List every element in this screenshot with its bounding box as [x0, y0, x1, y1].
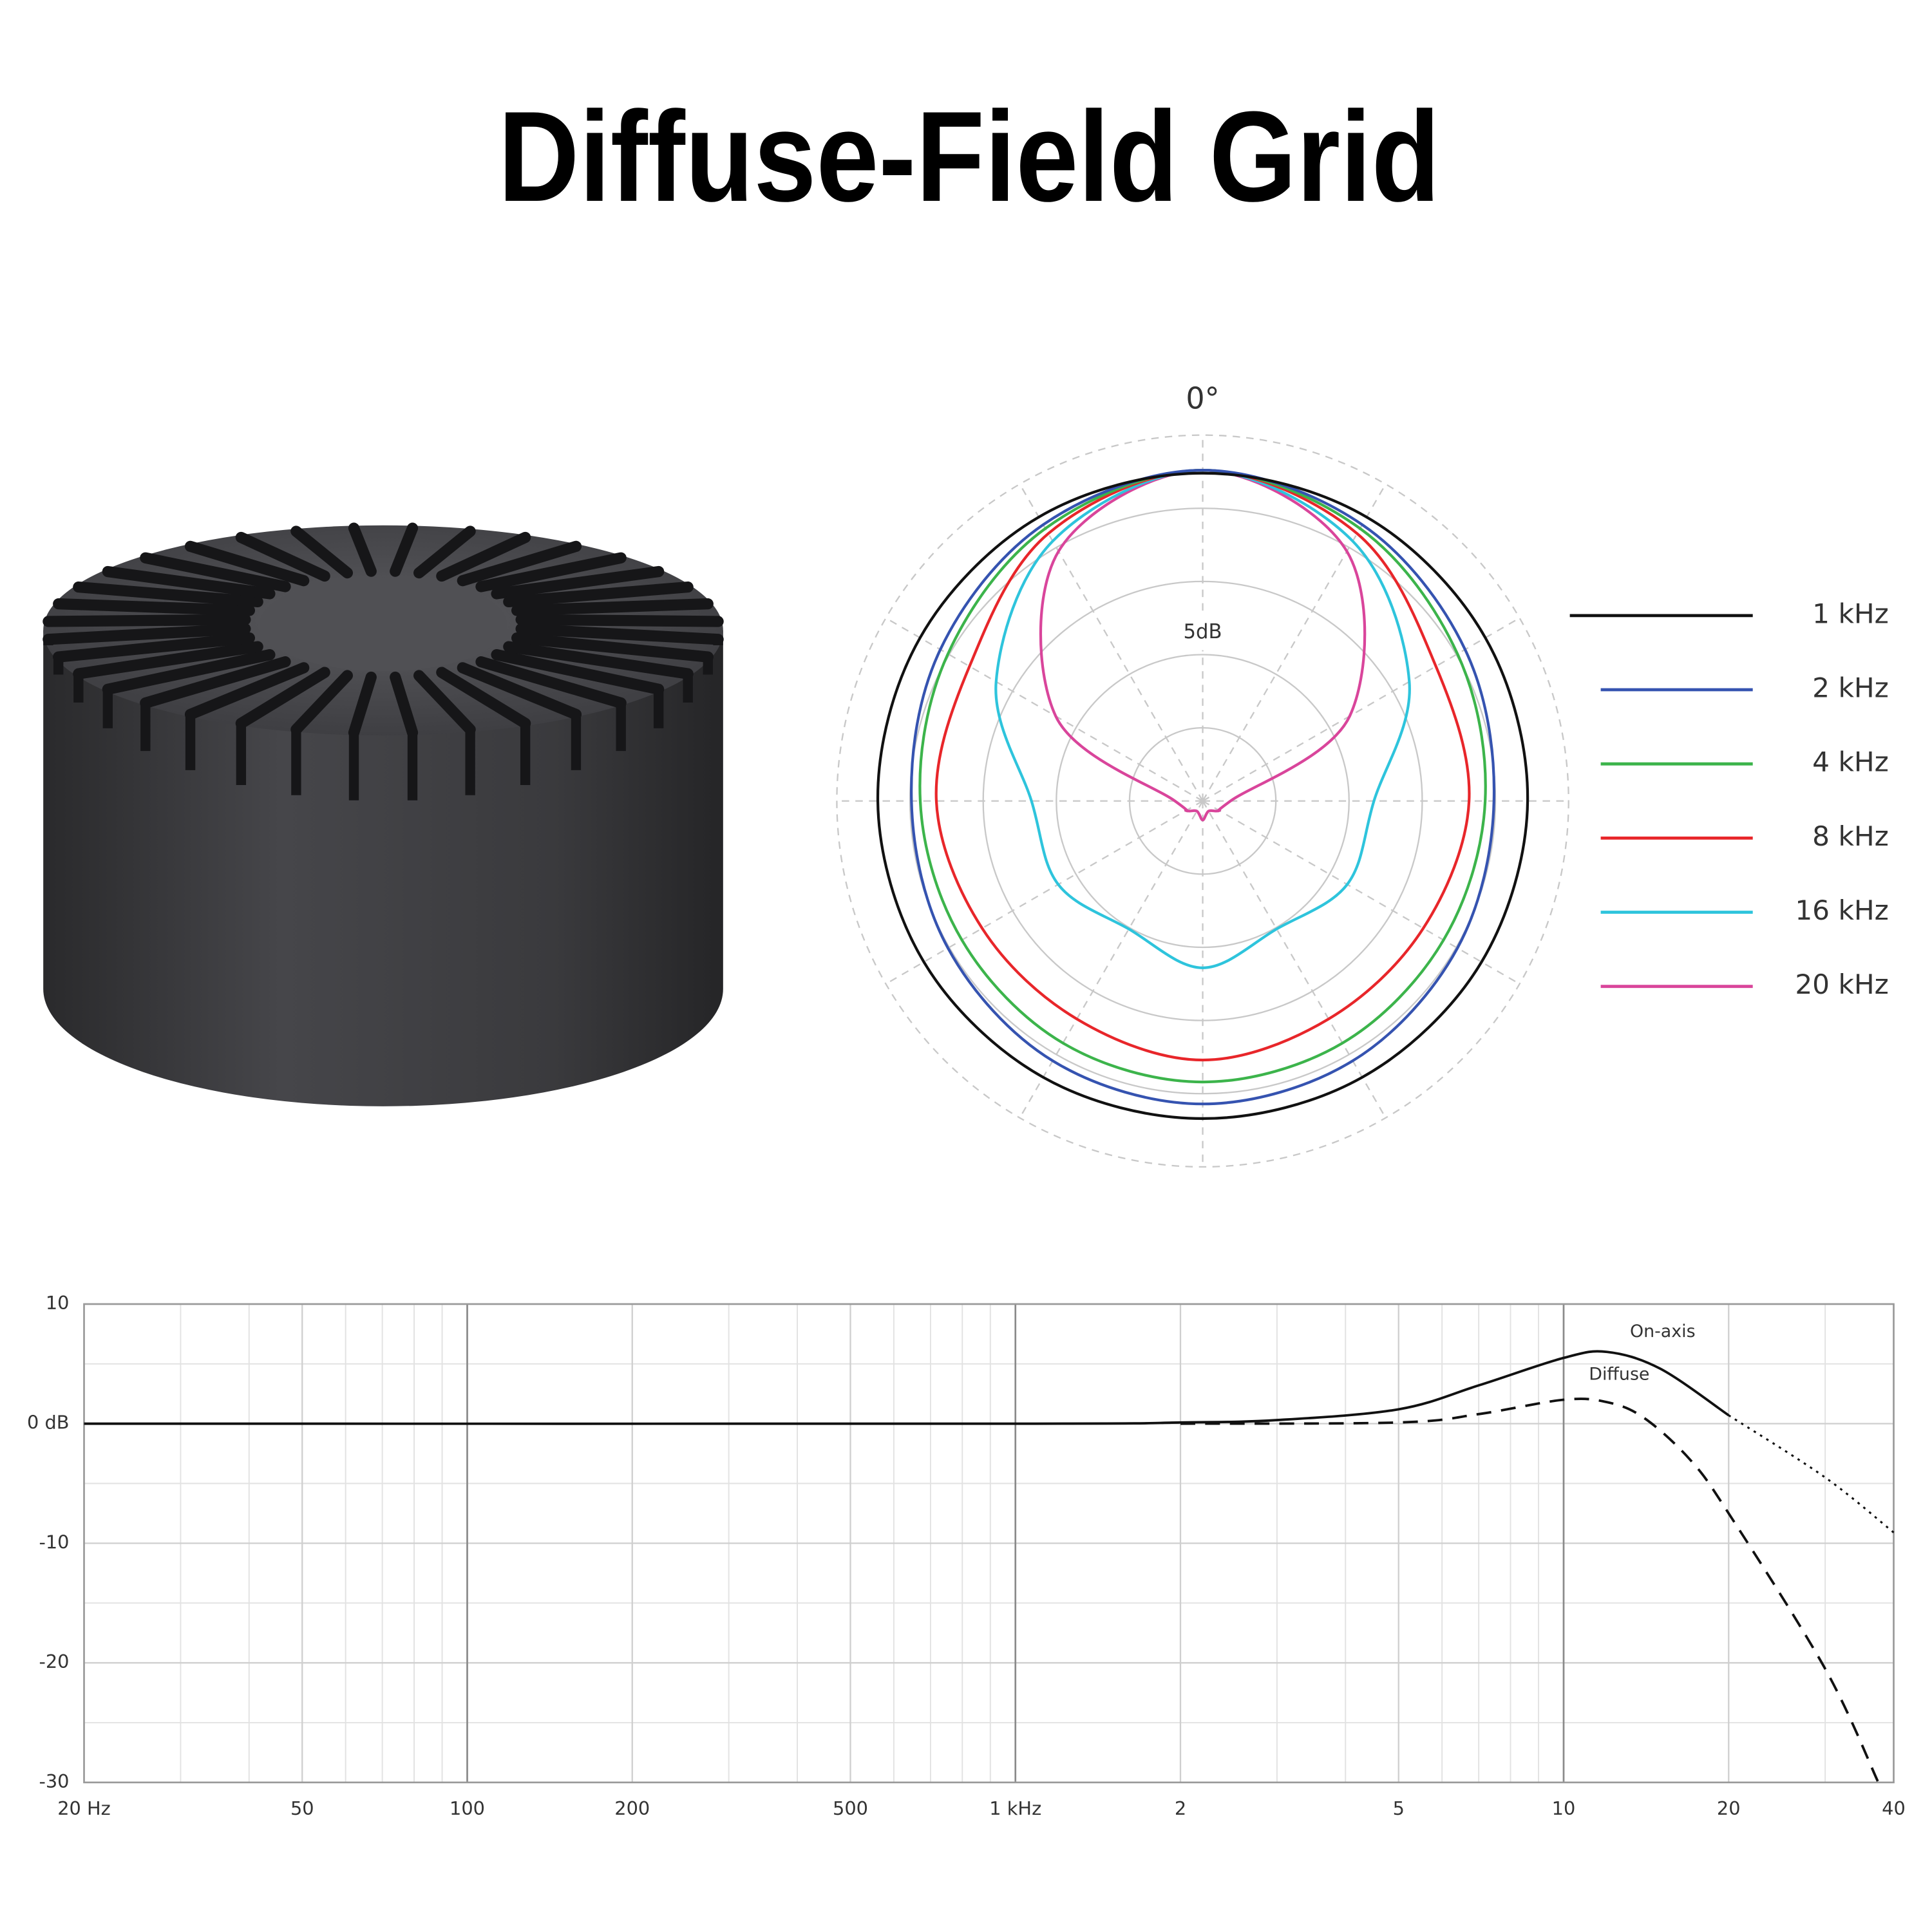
slot — [235, 531, 330, 582]
slot — [475, 552, 627, 592]
slot — [43, 623, 251, 645]
legend-label: 20 kHz — [1795, 969, 1889, 1000]
slot — [53, 598, 256, 616]
polar-curve — [934, 469, 1471, 1062]
slot — [348, 671, 377, 739]
y-tick-label: -20 — [39, 1651, 69, 1672]
spoke — [1019, 800, 1204, 1119]
x-tick-label: 10 — [1552, 1797, 1576, 1819]
series-label: On-axis — [1630, 1321, 1696, 1341]
response-extension — [1728, 1414, 1895, 1533]
slot — [53, 632, 256, 663]
y-tick-label: -10 — [39, 1531, 69, 1553]
x-tick-label: 200 — [614, 1797, 650, 1819]
x-tick-label: 2 — [1175, 1797, 1186, 1819]
slot — [515, 623, 724, 645]
grid-center — [260, 577, 507, 672]
x-tick-label: 50 — [290, 1797, 314, 1819]
polar-curve — [1039, 469, 1367, 822]
slot — [348, 522, 377, 577]
slot — [475, 656, 627, 709]
page-title: Diffuse-Field Grid — [498, 85, 1441, 229]
polar-curve — [876, 471, 1530, 1121]
slot — [503, 641, 694, 679]
frequency-chart: -30 -20 -10 0 dB 10 20 Hz 50 100 200 500 1 kHz 2 5 10… — [27, 1292, 1906, 1819]
legend-label: 8 kHz — [1812, 820, 1889, 852]
grid-body — [43, 630, 723, 1106]
slot — [43, 614, 251, 627]
slot — [290, 670, 354, 735]
spoke — [885, 800, 1204, 985]
spoke — [885, 617, 1204, 802]
slot — [511, 598, 714, 616]
x-tick-label: 1 kHz — [989, 1797, 1041, 1819]
slot — [235, 667, 330, 729]
r-label-box — [1180, 615, 1226, 650]
x-tick-label: 5 — [1393, 1797, 1405, 1819]
series-label: Diffuse — [1589, 1365, 1649, 1385]
x-tick-label: 20 Hz — [57, 1797, 111, 1819]
ring — [836, 434, 1569, 1168]
slot — [491, 649, 665, 695]
legend-label: 1 kHz — [1812, 598, 1889, 629]
slot — [73, 581, 263, 608]
slot — [390, 522, 419, 577]
polar-curve — [918, 469, 1487, 1084]
slot — [184, 662, 310, 721]
slot — [436, 531, 531, 582]
slot — [413, 526, 476, 579]
response-line — [1180, 1397, 1880, 1783]
polar-curve — [910, 469, 1496, 1106]
spoke — [1202, 484, 1387, 802]
slot — [511, 632, 714, 663]
slot — [413, 670, 476, 735]
x-tick-label: 500 — [833, 1797, 868, 1819]
legend-label: 4 kHz — [1812, 746, 1889, 778]
slot — [102, 565, 276, 600]
response-line — [84, 1350, 1730, 1425]
slot — [290, 526, 354, 579]
spoke — [1202, 800, 1520, 985]
legend-label: 2 kHz — [1812, 672, 1889, 704]
slot — [102, 649, 276, 695]
slot — [491, 565, 665, 600]
product-image — [43, 522, 724, 1106]
slot — [515, 614, 724, 627]
x-tick-label: 20 — [1717, 1797, 1741, 1819]
slot — [184, 540, 310, 587]
slot — [457, 662, 582, 721]
x-tick-label: 40 — [1882, 1797, 1906, 1819]
slot — [436, 667, 531, 729]
y-tick-label: 0 dB — [27, 1412, 69, 1434]
slot — [140, 656, 291, 709]
y-tick-label: 10 — [46, 1292, 70, 1314]
legend-label: 16 kHz — [1795, 895, 1889, 926]
plot-frame — [83, 1303, 1895, 1784]
slot — [457, 540, 582, 587]
slot — [73, 641, 263, 679]
slot — [140, 552, 291, 592]
spoke — [1019, 484, 1204, 802]
ring — [1056, 654, 1350, 949]
angle-label: 0° — [1186, 381, 1219, 415]
slot — [503, 581, 694, 608]
grid-slots — [43, 522, 724, 800]
slot — [390, 671, 419, 739]
y-tick-label: -30 — [39, 1770, 69, 1792]
x-tick-label: 100 — [450, 1797, 485, 1819]
polar-curve — [994, 469, 1411, 969]
spoke — [1202, 800, 1387, 1119]
spoke — [1202, 617, 1520, 802]
polar-chart: 0° 5dB 1 kHz 2 kHz 4 kHz 8 kHz 16 kHz 20 kHz — [836, 381, 1889, 1168]
r-label: 5dB — [1184, 620, 1222, 643]
